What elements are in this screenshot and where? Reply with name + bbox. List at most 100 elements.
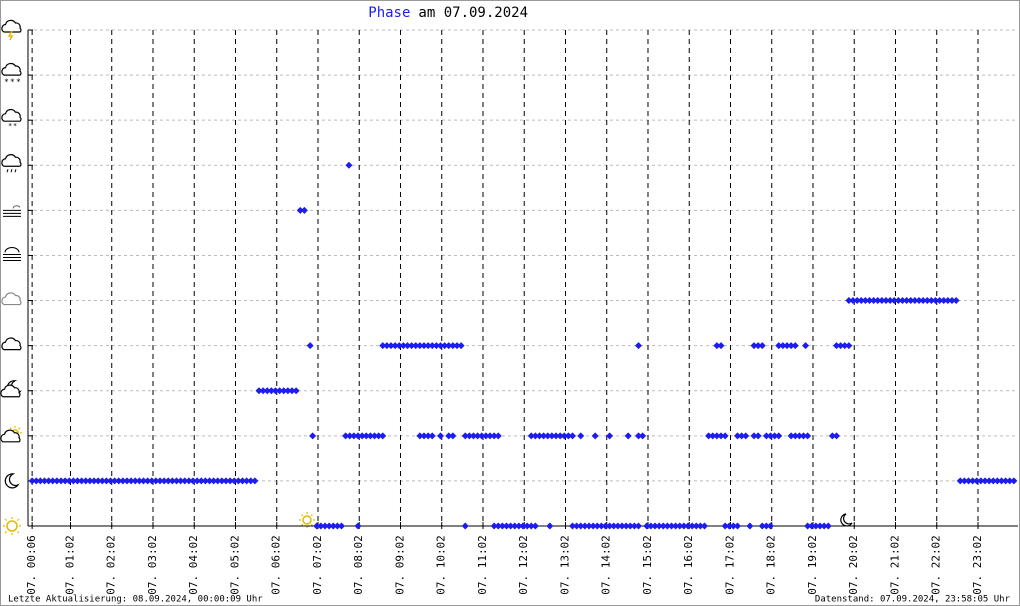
point	[325, 522, 333, 530]
point	[927, 297, 935, 305]
x-tick-label: 07. 13:02	[558, 535, 571, 595]
y-tick-icon	[3, 246, 21, 261]
point	[437, 342, 444, 350]
point	[375, 432, 383, 440]
point	[692, 522, 700, 530]
point	[272, 387, 279, 395]
point	[635, 342, 642, 350]
point	[577, 522, 585, 530]
point	[441, 342, 449, 350]
point	[531, 522, 539, 530]
point	[412, 342, 420, 350]
point	[321, 522, 329, 530]
point	[738, 432, 746, 440]
point	[754, 432, 762, 440]
point	[624, 432, 632, 440]
point	[630, 522, 638, 530]
point	[985, 477, 993, 485]
point	[449, 342, 457, 350]
point	[923, 297, 931, 305]
y-tick-icon	[0, 380, 22, 398]
point	[915, 297, 923, 305]
point	[564, 432, 572, 440]
svg-text:*: *	[13, 122, 17, 130]
point	[255, 387, 263, 395]
point	[482, 432, 490, 440]
point	[300, 206, 308, 214]
point	[734, 522, 741, 530]
point	[49, 477, 57, 485]
point	[659, 522, 667, 530]
svg-text:*: *	[16, 78, 21, 87]
chart-title: Phase am 07.09.2024	[368, 5, 528, 21]
point	[973, 477, 981, 485]
point	[903, 297, 911, 305]
point	[404, 342, 411, 350]
point	[74, 477, 81, 485]
point	[540, 432, 548, 440]
point	[762, 522, 770, 530]
x-tick-label: 07. 04:02	[187, 535, 200, 595]
point	[1010, 477, 1018, 485]
point	[606, 432, 614, 440]
point	[833, 342, 840, 350]
point	[837, 342, 845, 350]
point	[696, 522, 704, 530]
point	[189, 477, 197, 485]
point	[960, 477, 968, 485]
point	[461, 432, 469, 440]
point	[758, 342, 766, 350]
point	[919, 297, 927, 305]
y-tick-icon	[3, 205, 21, 217]
point	[581, 522, 589, 530]
point	[144, 477, 152, 485]
x-tick-label: 07. 10:02	[435, 535, 448, 595]
point	[791, 342, 799, 350]
point	[948, 297, 956, 305]
title-main: Phase	[368, 5, 410, 21]
point	[36, 477, 44, 485]
point	[206, 477, 213, 485]
point	[424, 342, 432, 350]
point	[449, 432, 457, 440]
point	[812, 522, 820, 530]
x-tick-label: 07. 22:02	[930, 535, 943, 595]
point	[775, 432, 783, 440]
point	[705, 432, 713, 440]
point	[445, 432, 453, 440]
point	[41, 477, 48, 485]
point	[800, 432, 807, 440]
point	[787, 342, 795, 350]
point	[767, 522, 774, 530]
x-tick-label: 07. 01:02	[63, 535, 76, 595]
point	[345, 161, 353, 169]
x-tick-label: 07. 03:02	[146, 535, 159, 595]
svg-text:*: *	[8, 122, 12, 130]
point	[127, 477, 135, 485]
point	[173, 477, 180, 485]
point	[709, 432, 717, 440]
point	[989, 477, 997, 485]
point	[977, 477, 985, 485]
point	[795, 432, 803, 440]
point	[771, 432, 779, 440]
point	[956, 477, 964, 485]
point	[292, 387, 300, 395]
point	[816, 522, 824, 530]
point	[333, 522, 341, 530]
point	[399, 342, 407, 350]
point	[804, 522, 812, 530]
point	[602, 522, 609, 530]
point	[61, 477, 69, 485]
point	[713, 432, 721, 440]
point	[569, 432, 576, 440]
point	[998, 477, 1005, 485]
point	[152, 477, 160, 485]
point	[635, 432, 642, 440]
point	[358, 432, 366, 440]
point	[243, 477, 251, 485]
point	[845, 342, 853, 350]
point	[379, 342, 387, 350]
point	[437, 432, 444, 440]
point	[655, 522, 663, 530]
